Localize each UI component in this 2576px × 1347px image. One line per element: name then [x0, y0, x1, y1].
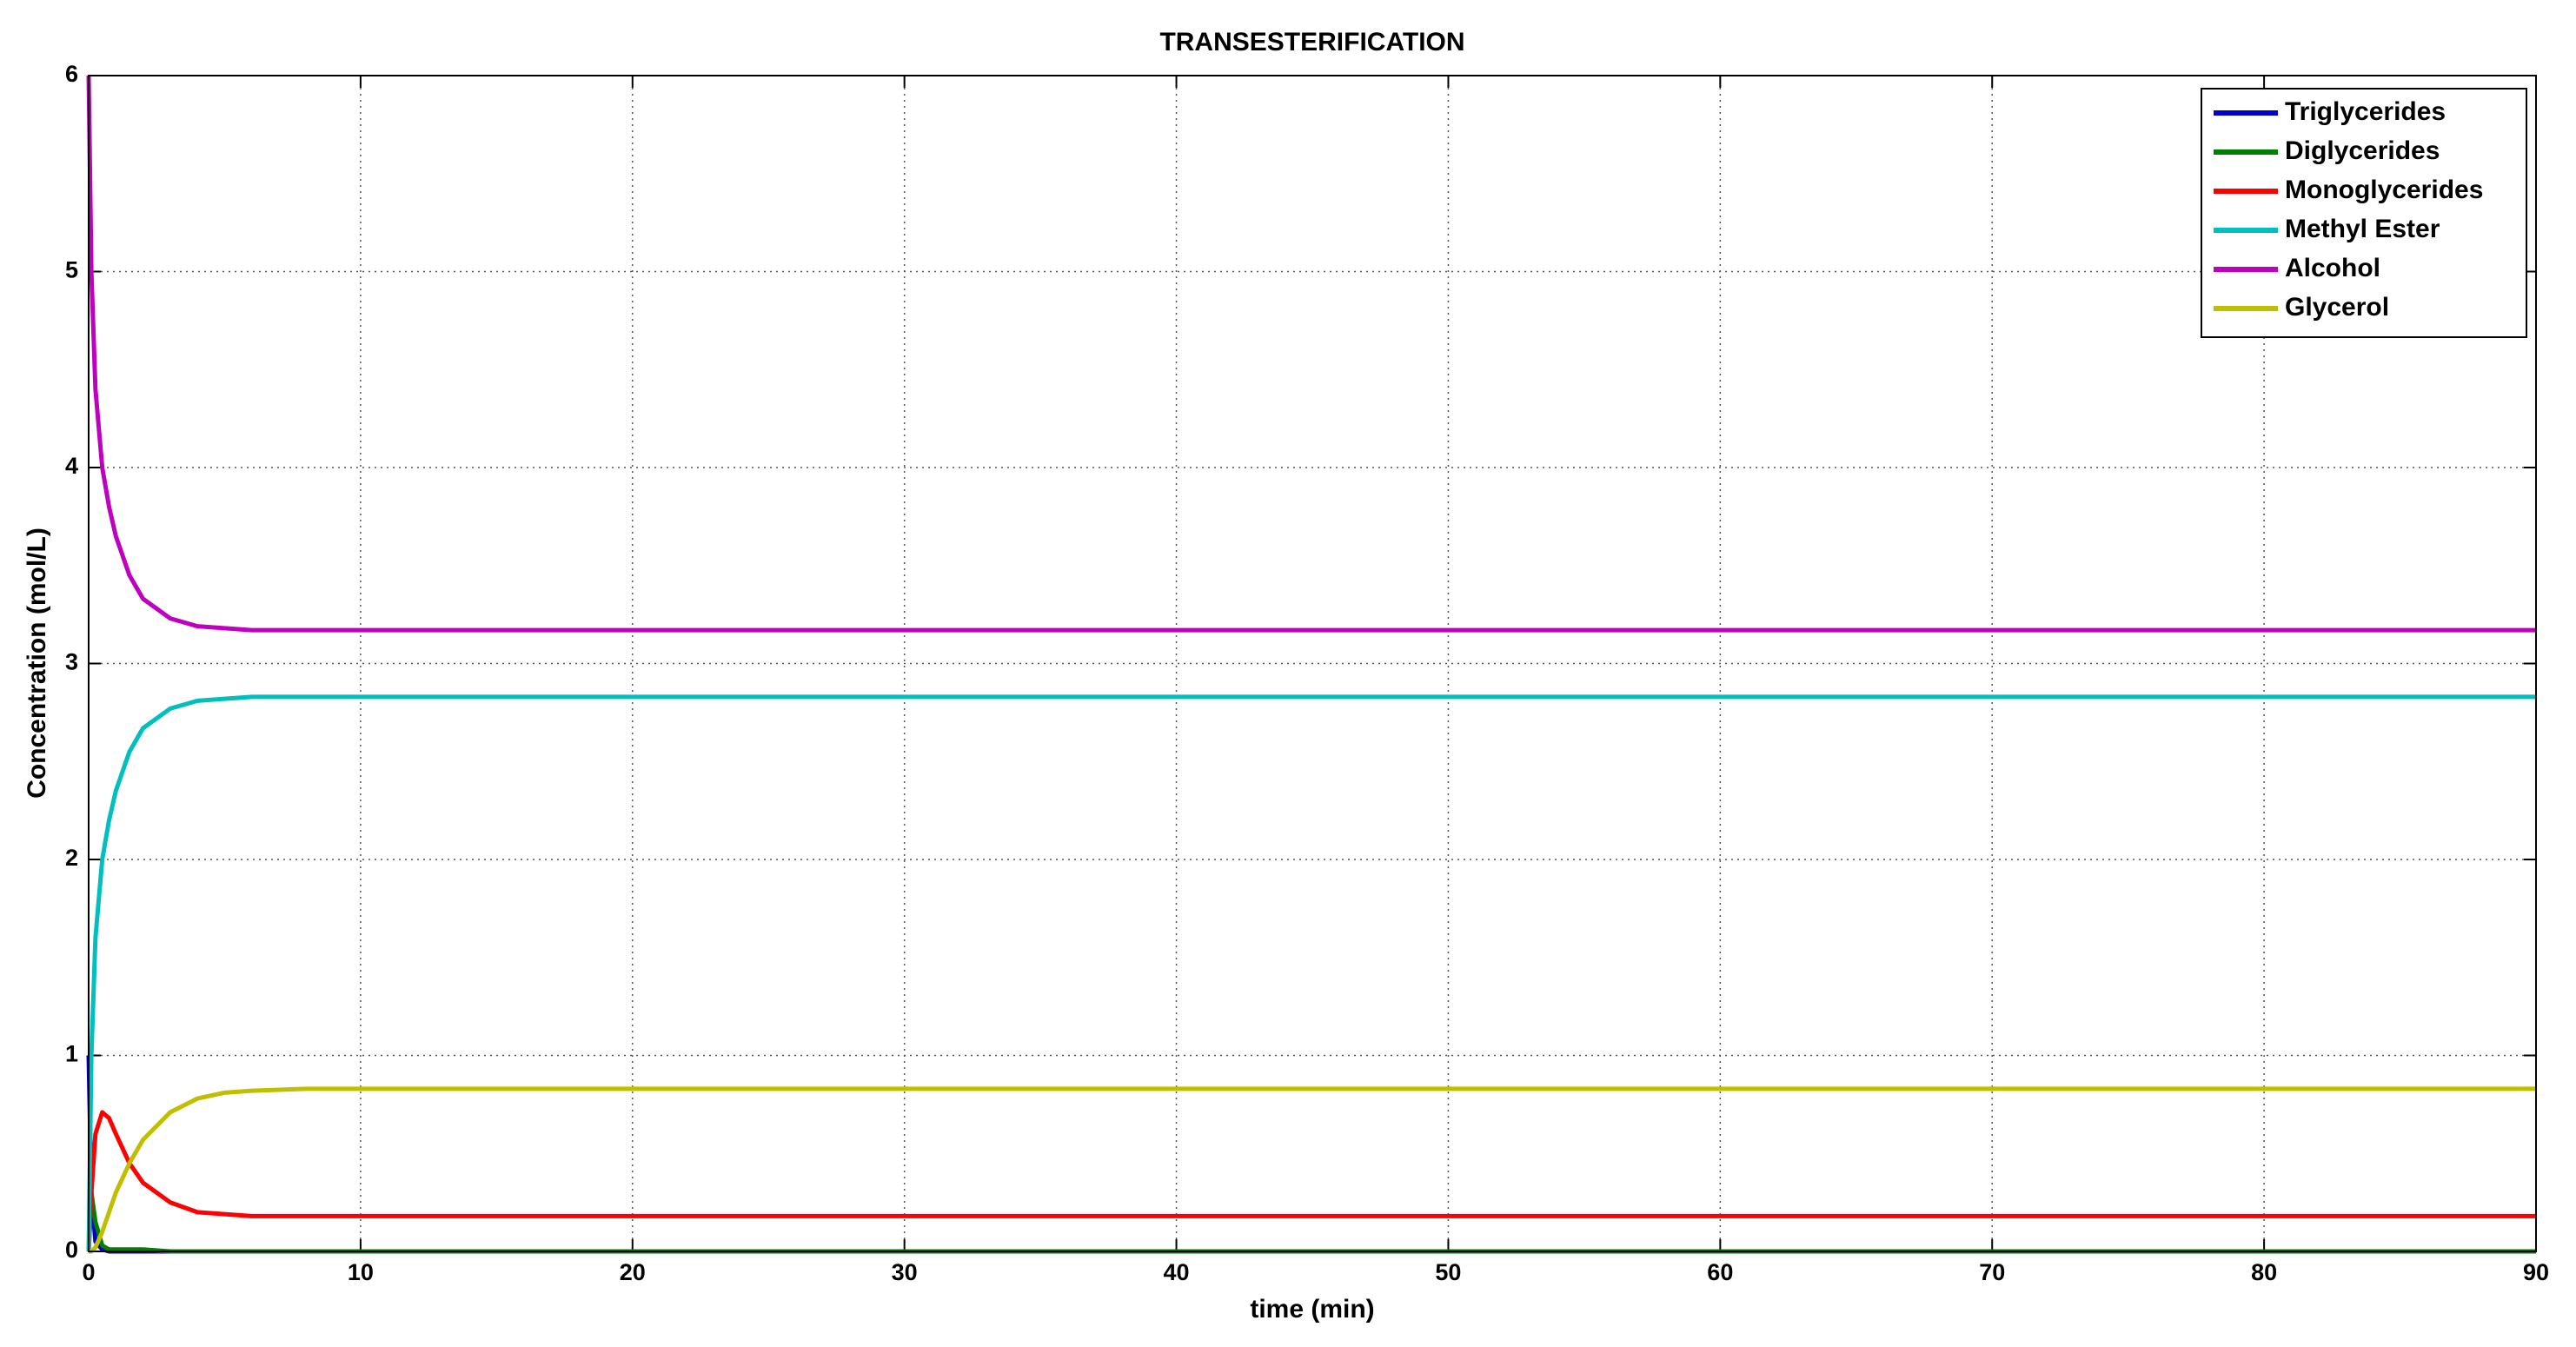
- x-tick-label: 40: [1164, 1259, 1190, 1285]
- legend-label: Methyl Ester: [2285, 215, 2440, 243]
- x-tick-label: 60: [1707, 1259, 1733, 1285]
- legend-label: Monoglycerides: [2285, 176, 2483, 204]
- x-tick-label: 50: [1435, 1259, 1461, 1285]
- y-tick-label: 5: [65, 257, 78, 283]
- x-tick-label: 70: [1979, 1259, 2005, 1285]
- x-tick-label: 10: [348, 1259, 374, 1285]
- legend-label: Triglycerides: [2285, 97, 2446, 126]
- axes-box: [88, 75, 2537, 1252]
- x-tick-label: 80: [2251, 1259, 2277, 1285]
- x-tick-label: 20: [620, 1259, 646, 1285]
- x-tick-label: 30: [892, 1259, 918, 1285]
- series-line: [86, 1110, 2536, 1252]
- series-line: [86, 75, 2536, 633]
- y-tick-label: 6: [65, 61, 78, 87]
- y-tick-label: 1: [65, 1041, 78, 1067]
- legend-label: Diglycerides: [2285, 136, 2440, 165]
- legend-label: Alcohol: [2285, 254, 2380, 282]
- chart-title: TRANSESTERIFICATION: [1159, 28, 1464, 56]
- x-tick-label: 0: [82, 1259, 95, 1285]
- y-axis-label: Concentration (mol/L): [23, 528, 51, 799]
- x-tick-label: 90: [2523, 1259, 2549, 1285]
- y-tick-label: 3: [65, 649, 78, 675]
- y-tick-label: 4: [65, 453, 78, 479]
- x-axis-label: time (min): [1250, 1295, 1374, 1324]
- series-line: [89, 1086, 2536, 1254]
- series-line: [86, 694, 2536, 1252]
- y-tick-label: 2: [65, 845, 78, 871]
- y-tick-label: 0: [65, 1237, 78, 1263]
- legend-label: Glycerol: [2285, 293, 2389, 322]
- legend-box: [2201, 88, 2527, 338]
